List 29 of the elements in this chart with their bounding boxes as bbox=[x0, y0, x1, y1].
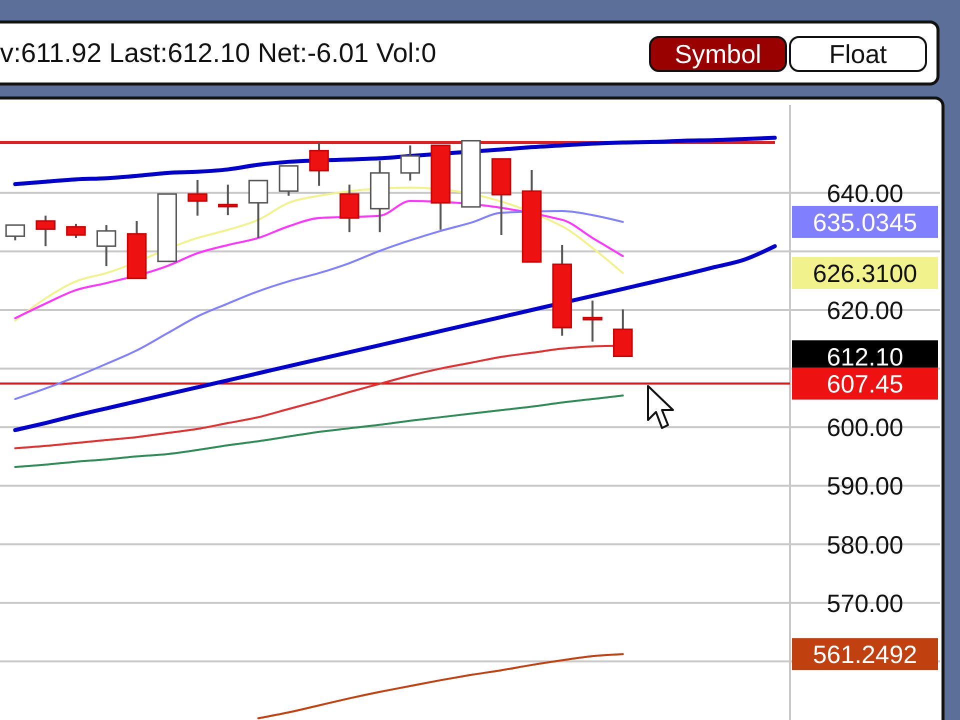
line-series bbox=[13, 136, 777, 186]
y-tick-label: 600.00 bbox=[826, 414, 904, 442]
line-series bbox=[14, 210, 624, 400]
y-tick-label: 626.3100 bbox=[812, 260, 918, 288]
line-series bbox=[13, 244, 777, 432]
candlestick bbox=[66, 222, 86, 239]
line-series bbox=[257, 653, 624, 720]
y-tick-label: 590.00 bbox=[826, 472, 904, 501]
candlestick bbox=[582, 300, 602, 343]
candlestick bbox=[248, 180, 268, 239]
chart-title: v:611.92 Last:612.10 Net:-6.01 Vol:0 bbox=[0, 38, 436, 68]
y-tick-label: 561.2492 bbox=[812, 641, 918, 670]
ref-line-label: 607.45 bbox=[826, 370, 904, 399]
candlestick bbox=[96, 224, 116, 268]
text: Float bbox=[829, 39, 888, 69]
line-series bbox=[14, 394, 624, 468]
candlestick bbox=[188, 178, 208, 217]
y-tick-label: 640.00 bbox=[826, 180, 904, 208]
candlestick bbox=[400, 144, 420, 182]
text: Symbol bbox=[674, 39, 762, 69]
y-tick-label: 580.00 bbox=[826, 531, 904, 560]
y-tick-label: 620.00 bbox=[826, 297, 904, 325]
candlestick bbox=[309, 141, 329, 187]
candlestick bbox=[5, 224, 26, 242]
candlestick bbox=[218, 184, 238, 216]
candlestick bbox=[36, 214, 56, 248]
y-tick-label: 612.10 bbox=[826, 343, 904, 372]
y-tick-label: 635.0345 bbox=[812, 208, 918, 237]
y-tick-label: 570.00 bbox=[826, 590, 904, 618]
